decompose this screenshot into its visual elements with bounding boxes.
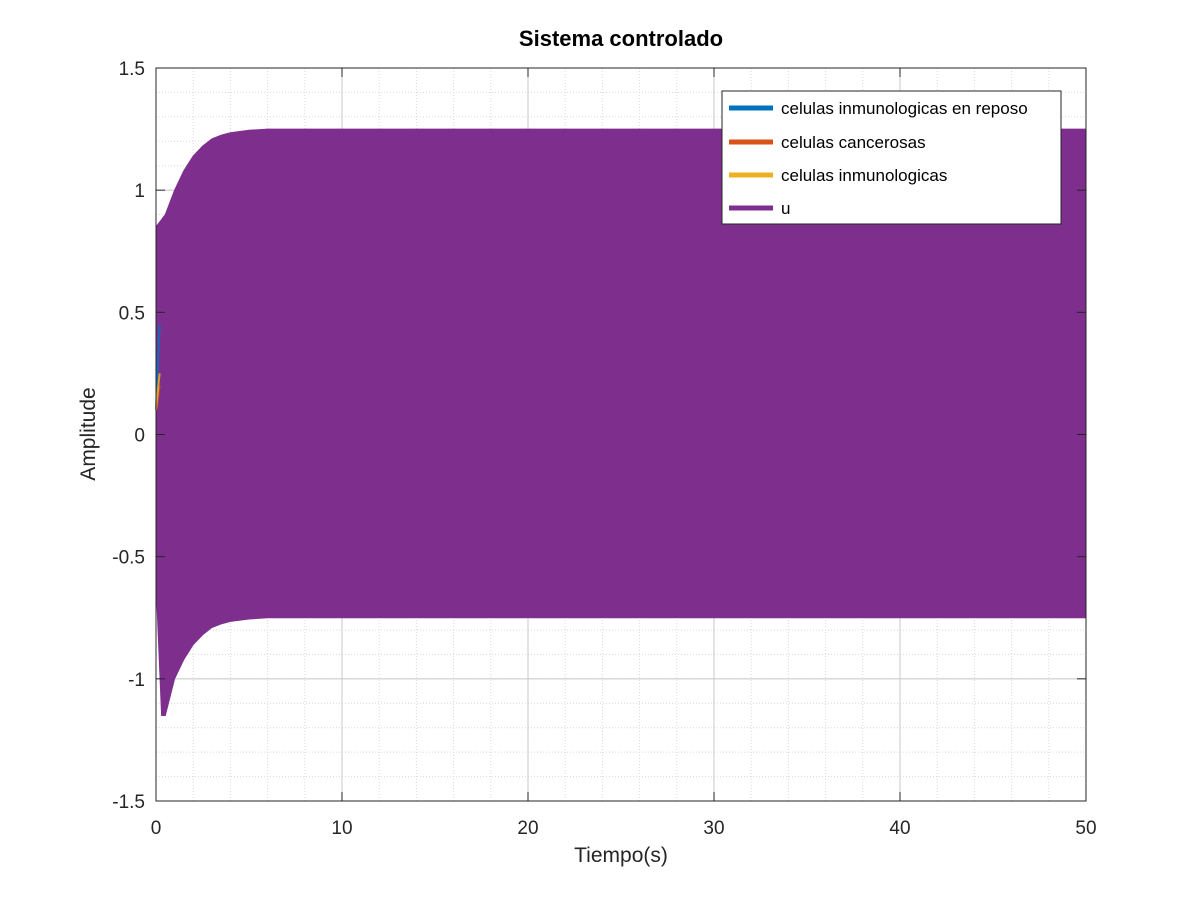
y-tick-label: -1 xyxy=(128,670,145,691)
y-axis-label: Amplitude xyxy=(77,387,100,480)
x-tick-label: 40 xyxy=(889,818,910,839)
y-tick-label: 0.5 xyxy=(119,303,145,324)
y-tick-label: 0 xyxy=(134,426,145,447)
chart-title: Sistema controlado xyxy=(519,26,723,51)
legend-label-reposo: celulas inmunologicas en reposo xyxy=(781,99,1028,118)
legend-label-inmunologicas: celulas inmunologicas xyxy=(781,166,947,185)
x-tick-label: 0 xyxy=(151,818,162,839)
x-tick-label: 20 xyxy=(517,818,538,839)
legend-entry-u: u xyxy=(729,199,790,218)
legend-box xyxy=(721,90,1062,225)
y-tick-label: 1 xyxy=(134,181,145,202)
legend-label-cancerosas: celulas cancerosas xyxy=(781,133,926,152)
legend-entry-reposo: celulas inmunologicas en reposo xyxy=(729,99,1028,118)
x-tick-label: 30 xyxy=(703,818,724,839)
series-line-2 xyxy=(155,373,161,411)
x-tick-label: 50 xyxy=(1075,818,1096,839)
x-axis-label: Tiempo(s) xyxy=(574,844,668,867)
x-tick-label: 10 xyxy=(331,818,352,839)
ticks: 0 10 20 30 40 50 -1.5 -1 -0.5 0 0.5 1 1.5 xyxy=(112,59,1096,839)
legend-label-u: u xyxy=(781,199,790,218)
legend: celulas inmunologicas en reposo celulas … xyxy=(721,90,1062,225)
y-tick-label: -0.5 xyxy=(112,548,145,569)
y-tick-label: -1.5 xyxy=(112,792,145,813)
legend-entry-inmunologicas: celulas inmunologicas xyxy=(729,166,947,185)
y-tick-label: 1.5 xyxy=(119,59,145,80)
legend-entry-cancerosas: celulas cancerosas xyxy=(729,133,926,152)
